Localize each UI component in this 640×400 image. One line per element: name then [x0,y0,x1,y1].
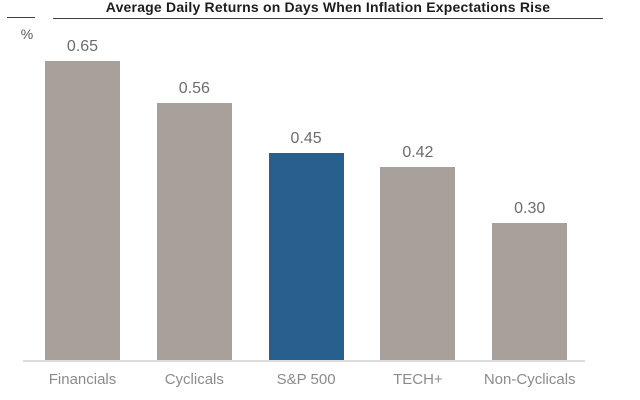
x-axis-line [23,360,585,362]
y-axis-tick-line [7,17,35,18]
bar-financials [45,61,120,361]
x-axis-category-label-cyclicals: Cyclicals [164,371,224,388]
bar-value-label-tech: 0.42 [402,144,434,161]
y-axis-unit-label: % [20,26,34,42]
x-axis-category-label-financials: Financials [48,371,117,388]
bar-value-label-cyclicals: 0.56 [178,80,210,97]
bar-cyclicals [156,103,232,361]
bar-value-label-s-p-500: 0.45 [290,130,322,147]
x-axis-category-label-tech: TECH+ [393,371,443,388]
x-axis-category-label-non-cyclicals: Non-Cyclicals [483,371,576,388]
chart-title: Average Daily Returns on Days When Infla… [53,0,603,19]
bar-value-label-non-cyclicals: 0.30 [514,200,546,217]
bar-value-label-financials: 0.65 [66,38,99,55]
bar-s-p-500 [268,153,344,361]
x-axis-category-label-s-p-500: S&P 500 [276,371,336,388]
bar-non-cyclicals [492,223,568,361]
bar-tech [380,167,456,361]
